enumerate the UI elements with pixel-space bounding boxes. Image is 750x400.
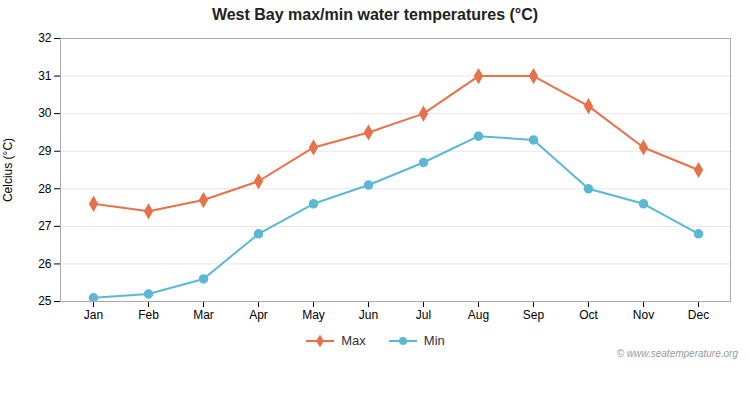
svg-text:25: 25 (38, 294, 52, 308)
svg-text:Apr: Apr (249, 308, 268, 322)
svg-text:Sep: Sep (523, 308, 545, 322)
svg-text:Jun: Jun (359, 308, 378, 322)
svg-text:Celcius (°C): Celcius (°C) (1, 138, 15, 202)
svg-text:May: May (302, 308, 325, 322)
svg-text:27: 27 (38, 219, 52, 233)
svg-text:Mar: Mar (193, 308, 214, 322)
svg-text:Oct: Oct (579, 308, 598, 322)
html-text:Min: Min (423, 333, 445, 348)
svg-text:Nov: Nov (633, 308, 654, 322)
svg-text:Dec: Dec (688, 308, 709, 322)
svg-text:26: 26 (38, 257, 52, 271)
svg-text:Jan: Jan (84, 308, 103, 322)
svg-text:Aug: Aug (468, 308, 489, 322)
html-text:© www.seatemperature.org: © www.seatemperature.org (616, 348, 738, 359)
svg-text:30: 30 (38, 106, 52, 120)
svg-text:28: 28 (38, 182, 52, 196)
svg-text:29: 29 (38, 144, 52, 158)
svg-text:Jul: Jul (416, 308, 431, 322)
svg-text:32: 32 (38, 31, 52, 45)
html-text:West Bay max/min water tempera: West Bay max/min water temperatures (°C) (211, 6, 539, 23)
html-text:Max: Max (341, 333, 366, 348)
svg-text:Feb: Feb (138, 308, 159, 322)
svg-text:31: 31 (38, 69, 52, 83)
